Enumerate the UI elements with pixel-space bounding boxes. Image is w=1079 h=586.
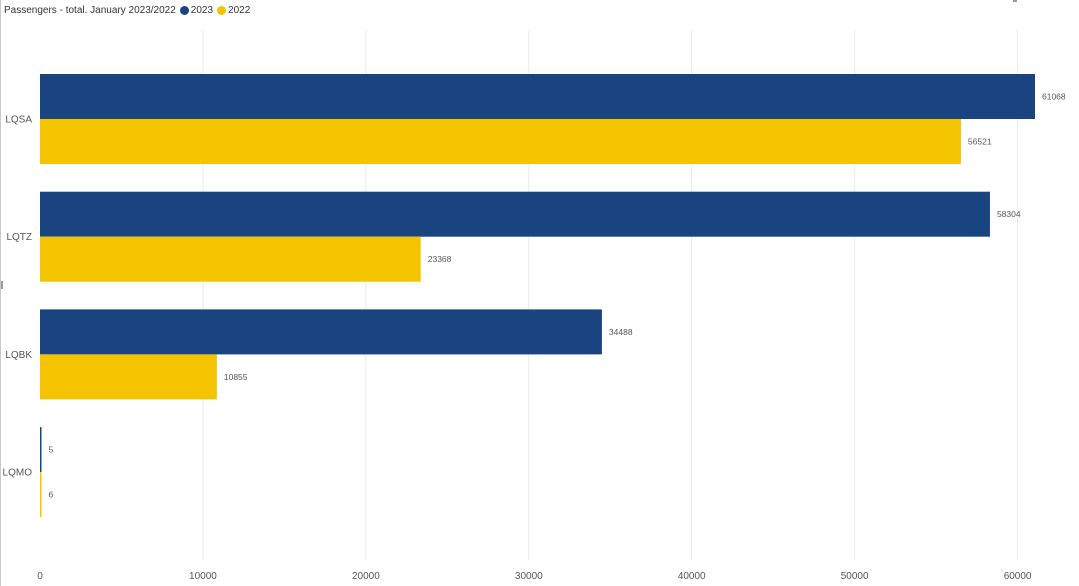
bar-lqsa-2023[interactable] [40,74,1035,119]
category-label-lqsa: LQSA [5,115,32,126]
bar-lqtz-2022[interactable] [40,236,421,282]
legend-item-2022[interactable]: 2022 [217,5,250,16]
data-label-lqtz-2023: 58304 [997,209,1021,219]
panel-left-border [0,0,1,586]
data-label-lqtz-2022: 23368 [428,254,452,264]
bar-lqsa-2022[interactable] [40,119,961,164]
panel-corner-mark [1013,0,1017,2]
category-label-lqtz: LQTZ [6,232,32,243]
chart-legend: Passengers - total. January 2023/2022 20… [4,3,254,17]
data-label-lqbk-2023: 34488 [609,327,633,337]
bar-lqbk-2023[interactable] [40,309,602,355]
data-label-lqmo-2022: 6 [49,490,54,500]
bar-lqmo-2023[interactable] [40,427,42,473]
x-tick-label: 40000 [678,571,706,582]
data-label-lqsa-2022: 56521 [968,137,992,147]
x-tick-label: 50000 [841,571,869,582]
bar-lqbk-2022[interactable] [40,354,217,400]
legend-swatch-2023 [179,5,189,15]
data-label-lqmo-2023: 5 [49,445,54,455]
x-tick-label: 20000 [352,571,380,582]
x-tick-label: 0 [37,571,43,582]
x-tick-label: 60000 [1004,571,1032,582]
chart-title: Passengers - total. January 2023/2022 [4,4,176,16]
x-tick-label: 10000 [189,571,217,582]
x-tick-label: 30000 [515,571,543,582]
data-label-lqsa-2023: 61068 [1042,92,1066,102]
data-label-lqbk-2022: 10855 [224,372,248,382]
bar-lqtz-2023[interactable] [40,191,990,237]
legend-swatch-2022 [217,5,227,15]
legend-label-2022: 2022 [228,4,251,16]
category-label-lqbk: LQBK [5,350,32,361]
category-label-lqmo: LQMO [3,468,33,479]
bar-lqmo-2022[interactable] [40,472,42,518]
labels: 0 10000 20000 30000 40000 50000 60000 LQSA 61068… [3,92,1066,583]
bars [40,74,1035,518]
legend-label-2023: 2023 [190,4,214,16]
panel-resize-handle[interactable] [1,281,3,289]
legend-item-2023[interactable]: 2023 [179,4,214,16]
